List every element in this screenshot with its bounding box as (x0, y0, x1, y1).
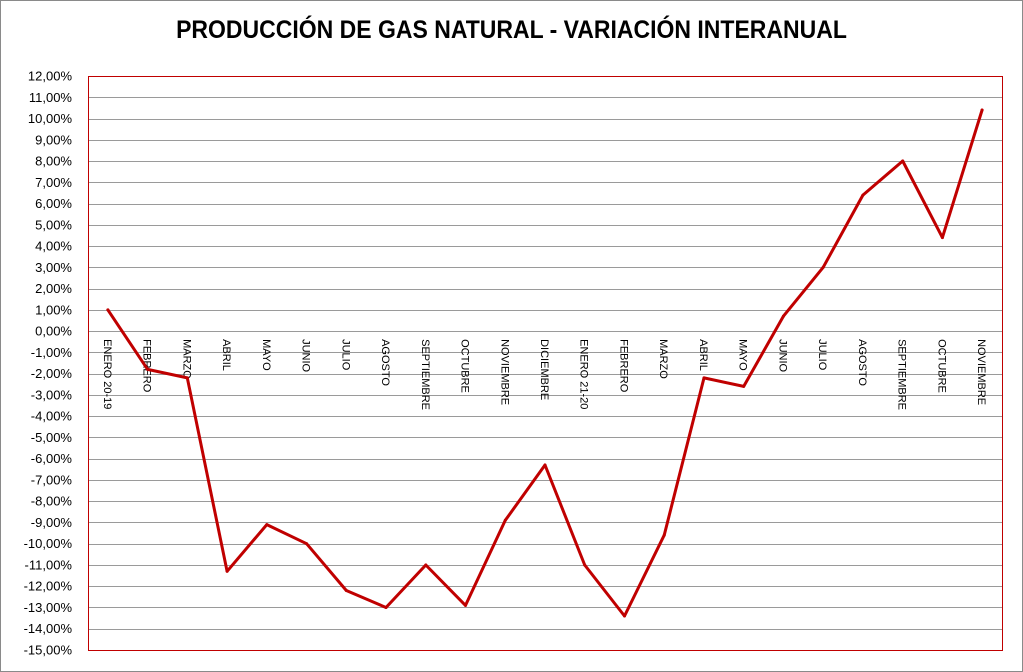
x-tick-label: JULIO (339, 339, 351, 371)
y-tick-label: 0,00% (35, 324, 72, 339)
x-tick-label: MARZO (180, 339, 192, 379)
y-tick-label: 10,00% (28, 111, 73, 126)
y-tick-label: -6,00% (31, 451, 73, 466)
data-point (623, 614, 626, 618)
y-tick-label: 6,00% (35, 196, 72, 211)
y-tick-label: 1,00% (35, 302, 72, 317)
x-tick-label: MAYO (260, 339, 272, 371)
x-tick-label: ENERO 20-19 (101, 339, 113, 409)
x-tick-label: JULIO (816, 339, 828, 371)
x-tick-label: ABRIL (220, 339, 232, 371)
y-tick-label: -4,00% (31, 409, 73, 424)
y-tick-label: -8,00% (31, 494, 73, 509)
data-point (265, 523, 269, 527)
x-tick-label: SEPTIEMBRE (896, 339, 908, 410)
data-point (742, 384, 746, 388)
data-point (781, 314, 785, 318)
x-tick-label: AGOSTO (379, 339, 391, 386)
data-point (543, 463, 547, 467)
data-point (503, 518, 507, 522)
grid-layer (88, 76, 1002, 651)
x-tick-label: OCTUBRE (935, 339, 947, 393)
y-tick-label: 7,00% (35, 175, 72, 190)
y-tick-label: -12,00% (24, 579, 73, 594)
y-tick-label: 12,00% (28, 69, 73, 84)
x-tick-label: JUNIO (300, 339, 312, 372)
x-tick-label: MAYO (737, 339, 749, 371)
y-tick-label: 8,00% (35, 154, 72, 169)
y-tick-label: -5,00% (31, 430, 73, 445)
series-layer (106, 108, 984, 618)
x-tick-label: NOVIEMBRE (975, 339, 987, 405)
y-tick-label: -9,00% (31, 515, 73, 530)
x-tick-label: JUNIO (776, 339, 788, 372)
x-tick-label: NOVIEMBRE (498, 339, 510, 405)
data-point (225, 569, 229, 573)
data-point (384, 606, 388, 609)
data-point (185, 376, 189, 380)
chart-title: PRODUCCIÓN DE GAS NATURAL - VARIACIÓN IN… (176, 16, 847, 44)
data-point (464, 603, 467, 607)
y-tick-label: 2,00% (35, 281, 72, 296)
y-tick-label: -11,00% (25, 557, 73, 572)
y-tick-label: -7,00% (31, 472, 73, 487)
y-axis-tick-labels: 12,00% 11,00% 10,00% 9,00% 8,00% 7,00% 6,00% 5,… (24, 69, 73, 658)
data-point (344, 589, 348, 592)
x-tick-label: DICIEMBRE (538, 339, 550, 400)
y-tick-label: -13,00% (24, 600, 73, 615)
data-point (901, 159, 905, 163)
data-point (146, 367, 150, 371)
data-point (702, 376, 706, 380)
data-point (424, 563, 428, 567)
y-tick-label: 11,00% (29, 90, 73, 105)
data-point (980, 108, 984, 112)
data-point (305, 542, 309, 546)
y-tick-label: -3,00% (31, 387, 73, 402)
data-point (662, 533, 666, 537)
data-point (583, 563, 587, 567)
x-tick-label: SEPTIEMBRE (419, 339, 431, 410)
x-axis-tick-labels: ENERO 20-19 FEBRERO MARZO ABRIL MAYO JUNIO JUL… (101, 339, 987, 410)
x-tick-label: AGOSTO (856, 339, 868, 386)
y-tick-label: 5,00% (35, 217, 72, 232)
data-point (106, 308, 110, 312)
x-tick-label: MARZO (657, 339, 669, 379)
x-tick-label: OCTUBRE (459, 339, 471, 393)
data-point (940, 236, 944, 240)
y-tick-label: -1,00% (31, 345, 73, 360)
data-point (861, 193, 865, 197)
y-tick-label: -10,00% (24, 536, 73, 551)
data-point (821, 265, 825, 269)
y-tick-label: -14,00% (24, 621, 73, 636)
x-tick-label: FEBRERO (617, 339, 629, 393)
y-tick-label: 3,00% (35, 260, 72, 275)
y-tick-label: -2,00% (31, 366, 73, 381)
y-tick-label: 4,00% (35, 239, 72, 254)
x-tick-label: ENERO 21-20 (578, 339, 590, 409)
y-tick-label: 9,00% (35, 132, 72, 147)
y-tick-label: -15,00% (24, 643, 73, 658)
plot-area-border (88, 76, 1003, 651)
x-tick-label: ABRIL (697, 339, 709, 371)
